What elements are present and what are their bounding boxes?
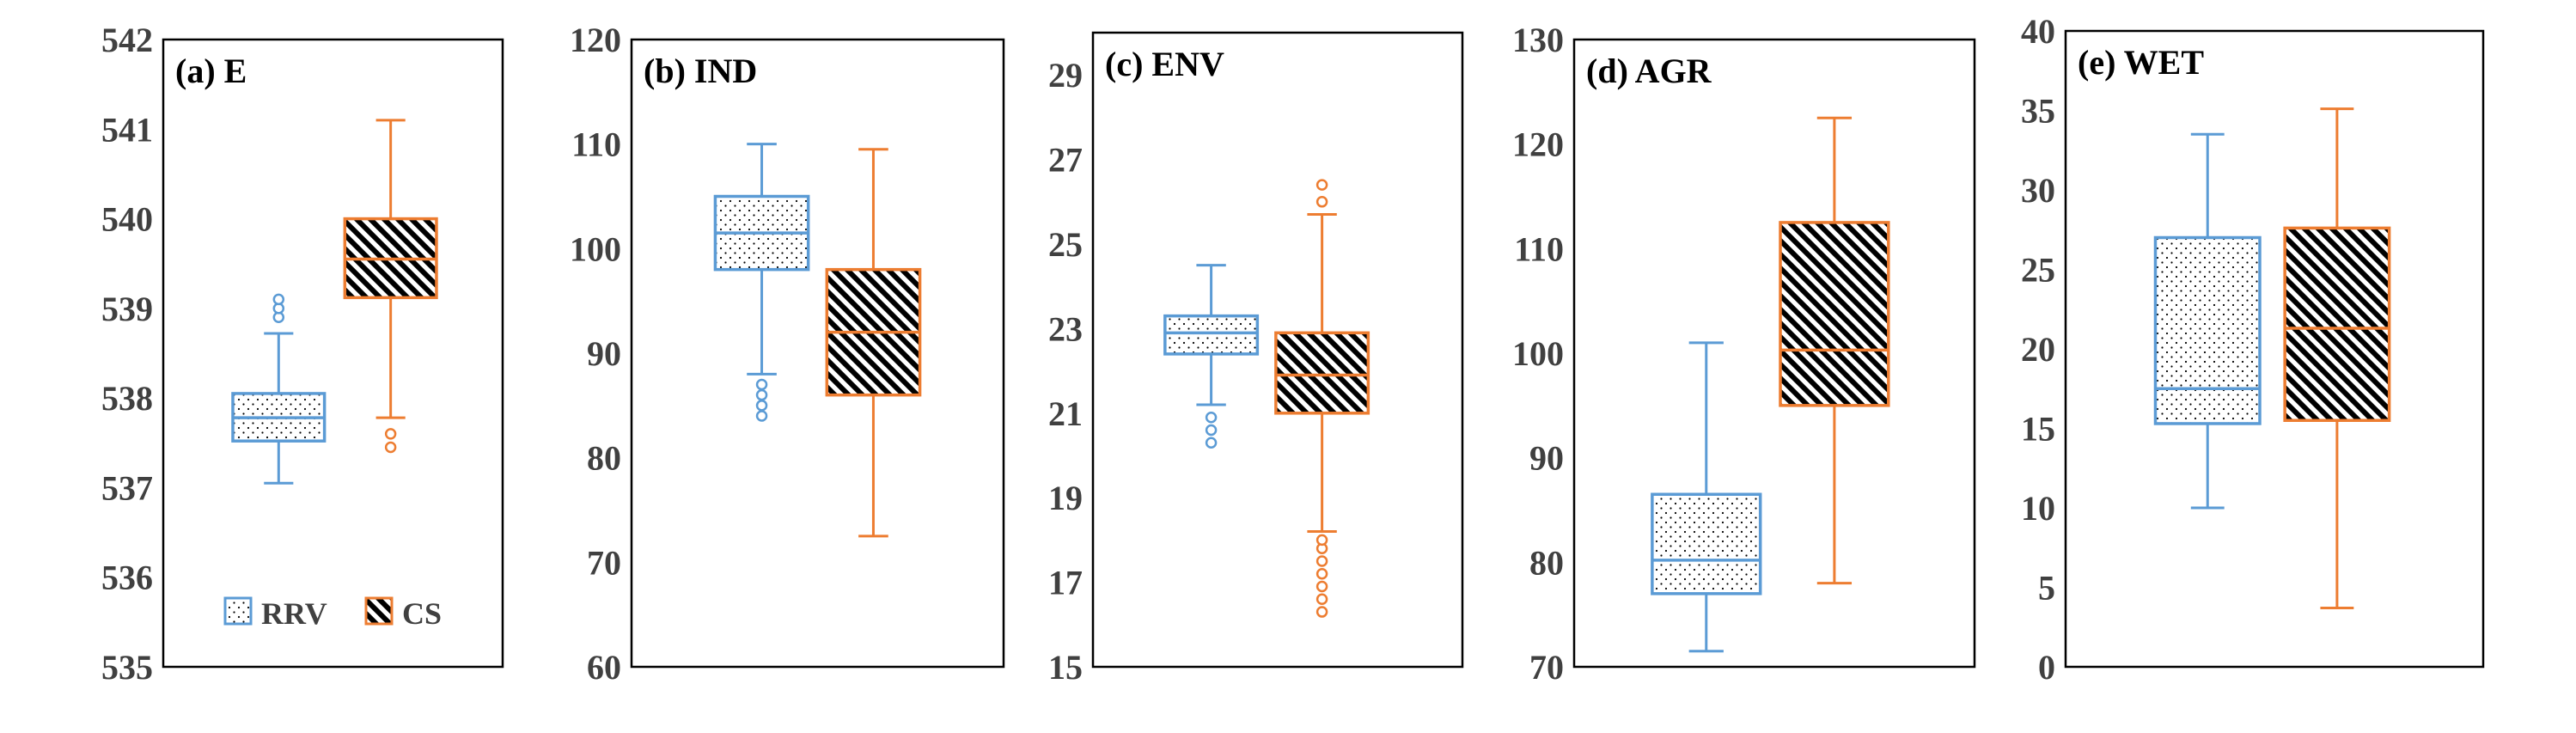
y-tick-label: 536 [101, 559, 153, 597]
y-tick-label: 70 [1529, 648, 1564, 687]
panel-title: (c) ENV [1105, 45, 1224, 83]
legend-label: CS [402, 596, 442, 631]
outlier-point [755, 378, 768, 391]
y-tick-label: 15 [2021, 410, 2055, 449]
legend-item-cs: CS [364, 596, 442, 631]
panel-title: (e) WET [2078, 43, 2204, 82]
outlier-point [755, 410, 768, 422]
y-tick-label: 70 [587, 543, 621, 582]
box-iqr [1651, 492, 1762, 596]
legend: RRV CS [223, 596, 442, 631]
y-tick-label: 17 [1048, 564, 1083, 602]
y-tick-label: 537 [101, 468, 153, 507]
legend-swatch [364, 596, 394, 626]
y-tick-label: 21 [1048, 394, 1083, 433]
y-tick-label: 110 [1514, 229, 1564, 268]
box-rrv [231, 293, 327, 485]
box-cs [825, 148, 922, 538]
outlier-point [1315, 196, 1328, 208]
outlier-point [755, 400, 768, 412]
y-tick-label: 90 [1529, 439, 1564, 478]
box-cs [2283, 107, 2391, 610]
outlier-point [1205, 424, 1218, 437]
panel-frame [630, 38, 1005, 669]
y-tick-label: 535 [101, 648, 153, 687]
y-tick-label: 540 [101, 200, 153, 239]
y-tick-label: 27 [1048, 141, 1083, 180]
panel-frame [1572, 38, 1976, 669]
box-iqr [2153, 235, 2262, 425]
outlier-point [755, 388, 768, 401]
y-tick-label: 90 [587, 334, 621, 373]
box-cs [1779, 116, 1890, 585]
y-tick-label: 15 [1048, 648, 1083, 687]
panel-title: (b) IND [644, 52, 757, 90]
panel-title: (d) AGR [1586, 52, 1712, 90]
panel-frame [2064, 29, 2485, 669]
y-tick-label: 25 [1048, 225, 1083, 264]
outlier-point [1205, 411, 1218, 424]
y-tick-label: 5 [2038, 569, 2055, 608]
y-tick-label: 542 [101, 21, 153, 59]
y-tick-label: 120 [570, 21, 621, 59]
y-tick-label: 539 [101, 290, 153, 328]
box-rrv [1651, 341, 1762, 653]
y-tick-label: 23 [1048, 309, 1083, 348]
outlier-point [1315, 606, 1328, 618]
outlier-point [1315, 568, 1328, 580]
panel-3: 15 17 19 21 23 25 27 29 (c) ENV [1048, 31, 1464, 687]
y-tick-label: 100 [570, 229, 621, 268]
y-tick-label: 29 [1048, 56, 1083, 95]
panel-frame [162, 38, 504, 669]
y-tick-label: 60 [587, 648, 621, 687]
y-tick-label: 40 [2021, 12, 2055, 51]
y-tick-label: 100 [1512, 334, 1564, 373]
box-iqr [1163, 314, 1260, 356]
box-cs [1274, 179, 1370, 618]
outlier-point [1205, 437, 1218, 449]
legend-item-rrv: RRV [223, 596, 327, 631]
box-cs [343, 119, 438, 454]
panel-frame [1091, 31, 1464, 669]
outlier-point [1315, 593, 1328, 606]
outlier-point [1315, 580, 1328, 593]
box-iqr [1779, 221, 1890, 407]
legend-swatch [223, 596, 253, 626]
outlier-point [1315, 555, 1328, 567]
outlier-point [1315, 179, 1328, 191]
y-tick-label: 25 [2021, 251, 2055, 290]
panel-4: 70 80 90 100 110 120 130 (d) AGR [1512, 21, 1976, 687]
y-tick-label: 538 [101, 379, 153, 418]
box-rrv [713, 143, 810, 422]
outlier-point [272, 293, 285, 306]
box-rrv [2153, 132, 2262, 510]
y-tick-label: 30 [2021, 171, 2055, 210]
y-tick-label: 35 [2021, 92, 2055, 131]
y-tick-label: 110 [571, 125, 621, 164]
box-iqr [1274, 331, 1370, 415]
panel-1: 535 536 537 538 539 540 541 542 (a) E [101, 21, 504, 687]
legend-label: RRV [261, 596, 327, 631]
outlier-point [384, 428, 397, 440]
panel-title: (a) E [175, 52, 247, 90]
y-tick-label: 20 [2021, 330, 2055, 369]
y-tick-label: 19 [1048, 479, 1083, 517]
box-iqr [2283, 226, 2391, 422]
y-tick-label: 80 [1529, 543, 1564, 582]
y-tick-label: 130 [1512, 21, 1564, 59]
y-tick-label: 541 [101, 110, 153, 149]
panel-2: 60 70 80 90 100 110 120 (b) IND [570, 21, 1005, 687]
y-tick-label: 120 [1512, 125, 1564, 164]
box-rrv [1163, 264, 1260, 449]
outlier-point [1315, 534, 1328, 547]
y-tick-label: 10 [2021, 489, 2055, 528]
panel-5: 0 5 10 15 20 25 30 35 40 (e) WET [2021, 12, 2485, 687]
y-tick-label: 0 [2038, 648, 2055, 687]
y-tick-label: 80 [587, 439, 621, 478]
outlier-point [384, 441, 397, 454]
